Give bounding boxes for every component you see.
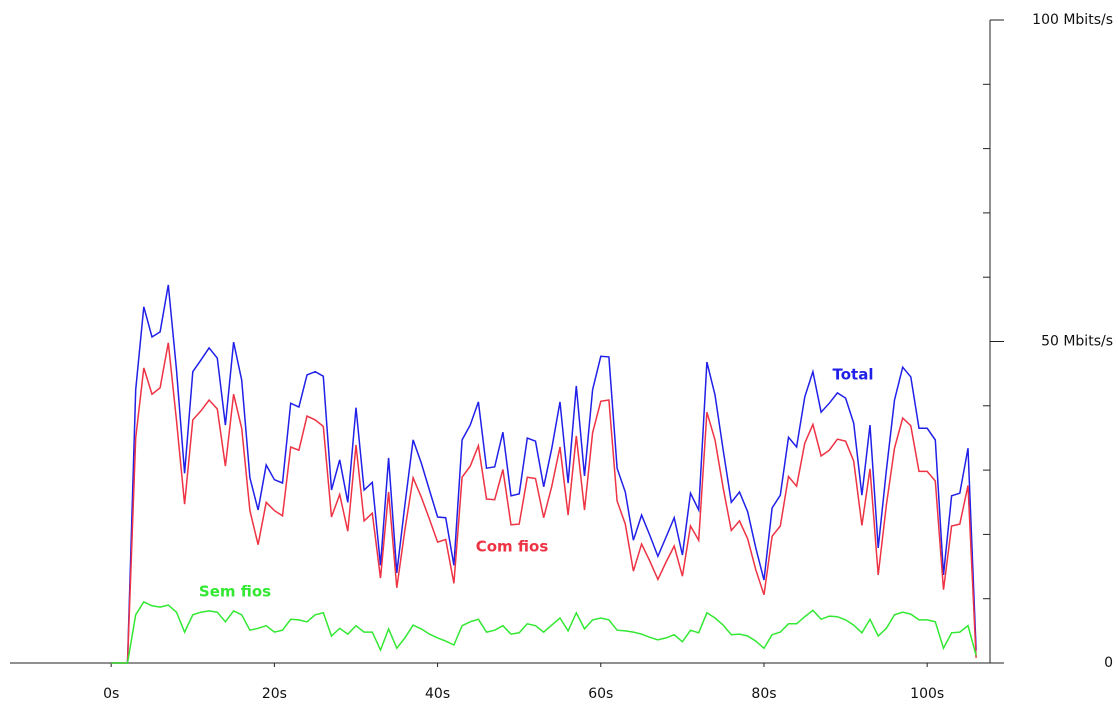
series-line bbox=[111, 600, 977, 664]
series-line bbox=[111, 342, 977, 664]
y-tick-label: 0 bbox=[1104, 655, 1113, 671]
x-tick-label: 40s bbox=[425, 686, 450, 702]
x-tick-label: 80s bbox=[751, 686, 776, 702]
x-tick-label: 20s bbox=[262, 686, 287, 702]
x-tick-label: 0s bbox=[103, 686, 119, 702]
series-label: Total bbox=[833, 366, 874, 384]
series-line bbox=[111, 284, 977, 664]
series-label: Com fios bbox=[476, 538, 549, 556]
y-tick-label: 100 Mbits/s bbox=[1032, 12, 1113, 28]
x-tick-label: 60s bbox=[588, 686, 613, 702]
y-tick-label: 50 Mbits/s bbox=[1041, 334, 1113, 350]
x-tick-label: 100s bbox=[910, 686, 944, 702]
series-label: Sem fios bbox=[199, 583, 271, 601]
